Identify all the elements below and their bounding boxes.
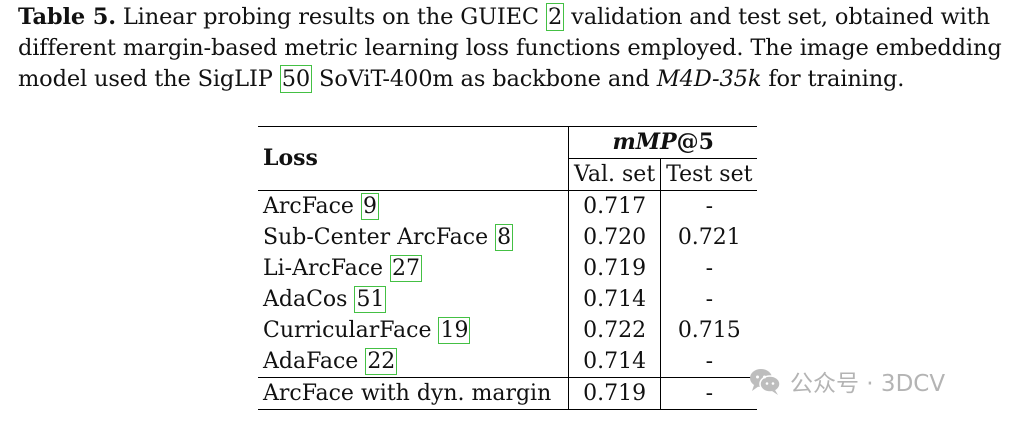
test-score: - <box>705 194 714 219</box>
loss-name: Li-ArcFace 27 <box>258 253 569 284</box>
citation-link[interactable]: 22 <box>365 348 398 375</box>
table-row: Li-ArcFace 27 0.719 - <box>258 253 757 284</box>
metric-k: @5 <box>676 129 714 155</box>
table-row-final: ArcFace with dyn. margin 0.719 - <box>258 377 758 410</box>
caption-label: Table 5. <box>18 4 116 30</box>
wechat-icon <box>750 369 781 395</box>
citation-link[interactable]: 2 <box>545 3 565 31</box>
test-score-best: 0.721 <box>677 225 741 250</box>
val-score-best: 0.722 <box>568 315 662 346</box>
subheader-row: Val. set Test set <box>258 158 757 191</box>
loss-label: AdaCos <box>263 287 355 312</box>
metric-name: mMP <box>612 129 677 155</box>
test-score: - <box>705 256 714 281</box>
loss-name: ArcFace with dyn. margin <box>258 377 569 410</box>
test-score: - <box>705 349 714 374</box>
loss-name: AdaCos 51 <box>258 284 569 315</box>
caption-text: for training. <box>761 66 905 92</box>
table-row: Sub-Center ArcFace 8 0.720 0.721 <box>258 222 757 253</box>
header-metric: mMP@5 <box>568 126 758 159</box>
test-score: - <box>705 381 714 406</box>
loss-label: ArcFace <box>263 194 361 219</box>
citation-link[interactable]: 51 <box>354 286 387 313</box>
citation-link[interactable]: 9 <box>360 193 379 220</box>
header-val-set: Val. set <box>568 158 662 191</box>
citation-link[interactable]: 8 <box>495 224 514 251</box>
citation-link[interactable]: 50 <box>279 65 313 93</box>
table-row: AdaCos 51 0.714 - <box>258 284 757 315</box>
test-score: - <box>705 287 714 312</box>
table-row: CurricularFace 19 0.722 0.715 <box>258 315 757 346</box>
loss-label: CurricularFace <box>263 318 439 343</box>
val-score: 0.720 <box>568 222 662 253</box>
table-row: AdaFace 22 0.714 - <box>258 346 757 378</box>
header-loss: Loss <box>258 126 569 191</box>
citation-link[interactable]: 27 <box>390 255 423 282</box>
header-row: Loss mMP@5 <box>258 126 758 191</box>
caption-text: SoViT-400m as backbone and <box>312 66 657 92</box>
results-table: Loss mMP@5 Val. set Test set ArcFace 9 0… <box>258 126 758 410</box>
dataset-name: M4D-35k <box>656 66 762 92</box>
loss-label: AdaFace <box>263 349 366 374</box>
val-score: 0.714 <box>568 346 662 378</box>
table-caption: Table 5. Linear probing results on the G… <box>18 2 1008 95</box>
test-score: 0.715 <box>677 318 741 343</box>
loss-name: AdaFace 22 <box>258 346 569 378</box>
loss-label: Li-ArcFace <box>263 256 391 281</box>
citation-link[interactable]: 19 <box>438 317 471 344</box>
loss-name: CurricularFace 19 <box>258 315 569 346</box>
loss-name: Sub-Center ArcFace 8 <box>258 222 569 253</box>
watermark: 公众号 · 3DCV <box>748 364 945 398</box>
header-test-set: Test set <box>666 162 753 187</box>
val-score: 0.717 <box>568 190 662 222</box>
table-row: ArcFace 9 0.717 - <box>258 190 758 222</box>
caption-text: validation and test set, obtained with d… <box>18 4 1002 92</box>
watermark-text: 公众号 · 3DCV <box>790 371 946 397</box>
caption-text: Linear probing results on the GUIEC <box>115 4 546 30</box>
loss-label: Sub-Center ArcFace <box>263 225 496 250</box>
val-score: 0.719 <box>568 377 662 410</box>
val-score: 0.719 <box>568 253 662 284</box>
loss-name: ArcFace 9 <box>258 190 569 222</box>
val-score: 0.714 <box>568 284 662 315</box>
